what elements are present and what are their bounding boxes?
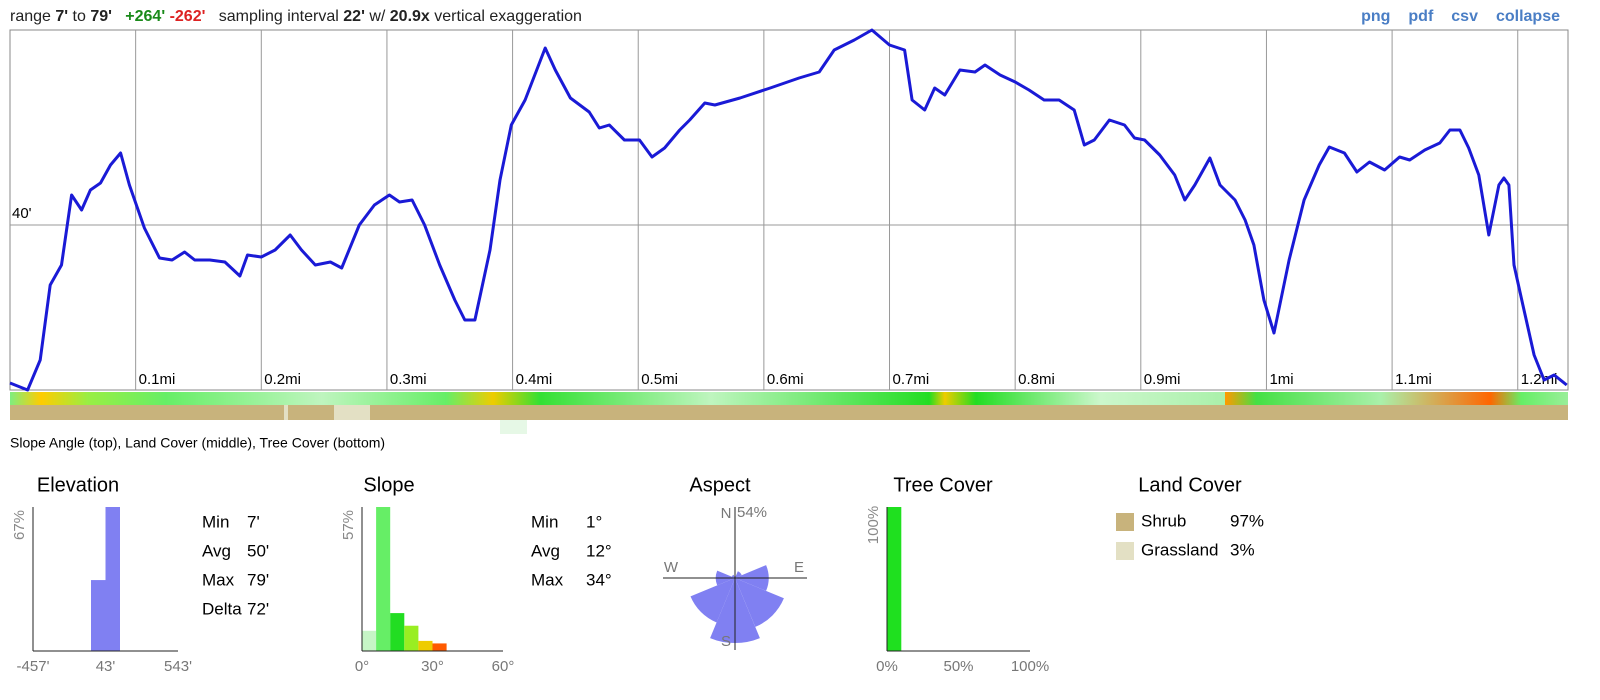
slope-band	[10, 392, 1568, 405]
profile-header: range 7' to 79' +264' -262' sampling int…	[10, 8, 582, 26]
link[interactable]: collapse	[1495, 8, 1560, 25]
histogram-bar	[91, 580, 106, 651]
panel-title: Slope	[363, 474, 414, 496]
panel-title: Elevation	[37, 474, 119, 496]
y-tick-label: 100%	[865, 506, 882, 544]
r-tick-label: 54%	[737, 504, 767, 521]
land-cover-band	[10, 405, 1568, 420]
legend-label: Shrub	[1141, 511, 1186, 530]
band-caption: Slope Angle (top), Land Cover (middle), …	[10, 435, 385, 451]
x-tick-label: 100%	[1011, 658, 1049, 675]
direction-label: E	[794, 559, 804, 576]
histogram-bar	[105, 507, 120, 651]
stat-value: 1°	[586, 512, 602, 531]
aspect-sector	[735, 571, 742, 578]
direction-label: N	[721, 505, 732, 522]
x-tick-label: 0.7mi	[893, 371, 930, 388]
stat-value: 7'	[247, 512, 260, 531]
x-tick-label: 1mi	[1269, 371, 1293, 388]
stat-value: 12°	[586, 541, 612, 560]
label: to	[72, 8, 86, 25]
x-tick-label: 543'	[164, 658, 192, 675]
direction-label: S	[721, 633, 731, 650]
legend-value: 97%	[1230, 511, 1264, 530]
panel-title: Aspect	[689, 474, 751, 496]
stat-label: Max	[202, 570, 235, 589]
label: range	[10, 8, 51, 25]
aspect-sector	[735, 578, 784, 627]
x-tick-label: 0.5mi	[641, 371, 678, 388]
x-tick-label: 0°	[355, 658, 369, 675]
x-tick-label: 43'	[96, 658, 116, 675]
stat-label: Delta	[202, 599, 242, 618]
stat-value: 79'	[247, 570, 269, 589]
label: w/	[369, 8, 386, 25]
x-tick-label: 50%	[943, 658, 973, 675]
legend-value: 3%	[1230, 540, 1255, 559]
x-tick-label: 60°	[492, 658, 515, 675]
link[interactable]: png	[1361, 8, 1391, 25]
x-tick-label: -457'	[17, 658, 50, 675]
aspect-sector	[690, 578, 735, 623]
stat-label: Avg	[202, 541, 231, 560]
histogram-bar	[887, 507, 902, 651]
x-tick-label: 0.9mi	[1144, 371, 1181, 388]
link[interactable]: pdf	[1408, 8, 1434, 25]
histogram-bar	[418, 640, 433, 651]
x-tick-label: 0%	[876, 658, 898, 675]
stat-label: Min	[202, 512, 229, 531]
direction-label: W	[664, 559, 679, 576]
x-tick-label: 0.4mi	[516, 371, 553, 388]
histogram-bar	[432, 643, 447, 651]
x-tick-label: 0.2mi	[264, 371, 301, 388]
tree-cover-band	[500, 420, 527, 434]
loss: -262'	[169, 8, 206, 25]
y-tick-label: 57%	[340, 510, 357, 540]
y-tick-label: 67%	[11, 510, 28, 540]
x-tick-label: 30°	[421, 658, 444, 675]
histogram-bar	[362, 630, 377, 651]
legend-label: Grassland	[1141, 540, 1218, 559]
x-tick-label: 0.1mi	[139, 371, 176, 388]
stat-value: 50'	[247, 541, 269, 560]
x-tick-label: 1.1mi	[1395, 371, 1432, 388]
x-tick-label: 1.2mi	[1521, 371, 1558, 388]
land-cover-band	[334, 405, 370, 420]
plot-frame	[9, 29, 1569, 391]
value: 20.9x	[389, 8, 430, 25]
histogram-bar	[390, 613, 405, 651]
value: 22'	[343, 8, 365, 25]
x-tick-label: 0.3mi	[390, 371, 427, 388]
x-tick-label: 0.6mi	[767, 371, 804, 388]
stat-value: 34°	[586, 570, 612, 589]
legend-swatch	[1116, 542, 1134, 560]
aspect-sector	[731, 574, 735, 578]
label: sampling interval	[218, 8, 339, 25]
value: 79'	[90, 8, 112, 25]
x-tick-label: 0.8mi	[1018, 371, 1055, 388]
label: vertical exaggeration	[434, 8, 582, 25]
link[interactable]: csv	[1451, 8, 1478, 25]
panel-title: Land Cover	[1138, 474, 1242, 496]
land-cover-band	[284, 405, 288, 420]
histogram-bar	[376, 507, 391, 651]
gain: +264'	[125, 8, 166, 25]
histogram-bar	[404, 625, 419, 651]
legend-swatch	[1116, 513, 1134, 531]
panel-title: Tree Cover	[893, 474, 993, 496]
stat-label: Min	[531, 512, 558, 531]
y-tick-label: 40'	[12, 205, 32, 222]
stat-label: Avg	[531, 541, 560, 560]
value: 7'	[55, 8, 69, 25]
stat-label: Max	[531, 570, 564, 589]
stat-value: 72'	[247, 599, 269, 618]
link-bar: png pdf csv collapse	[1343, 8, 1560, 26]
elevation-line	[9, 28, 1568, 392]
